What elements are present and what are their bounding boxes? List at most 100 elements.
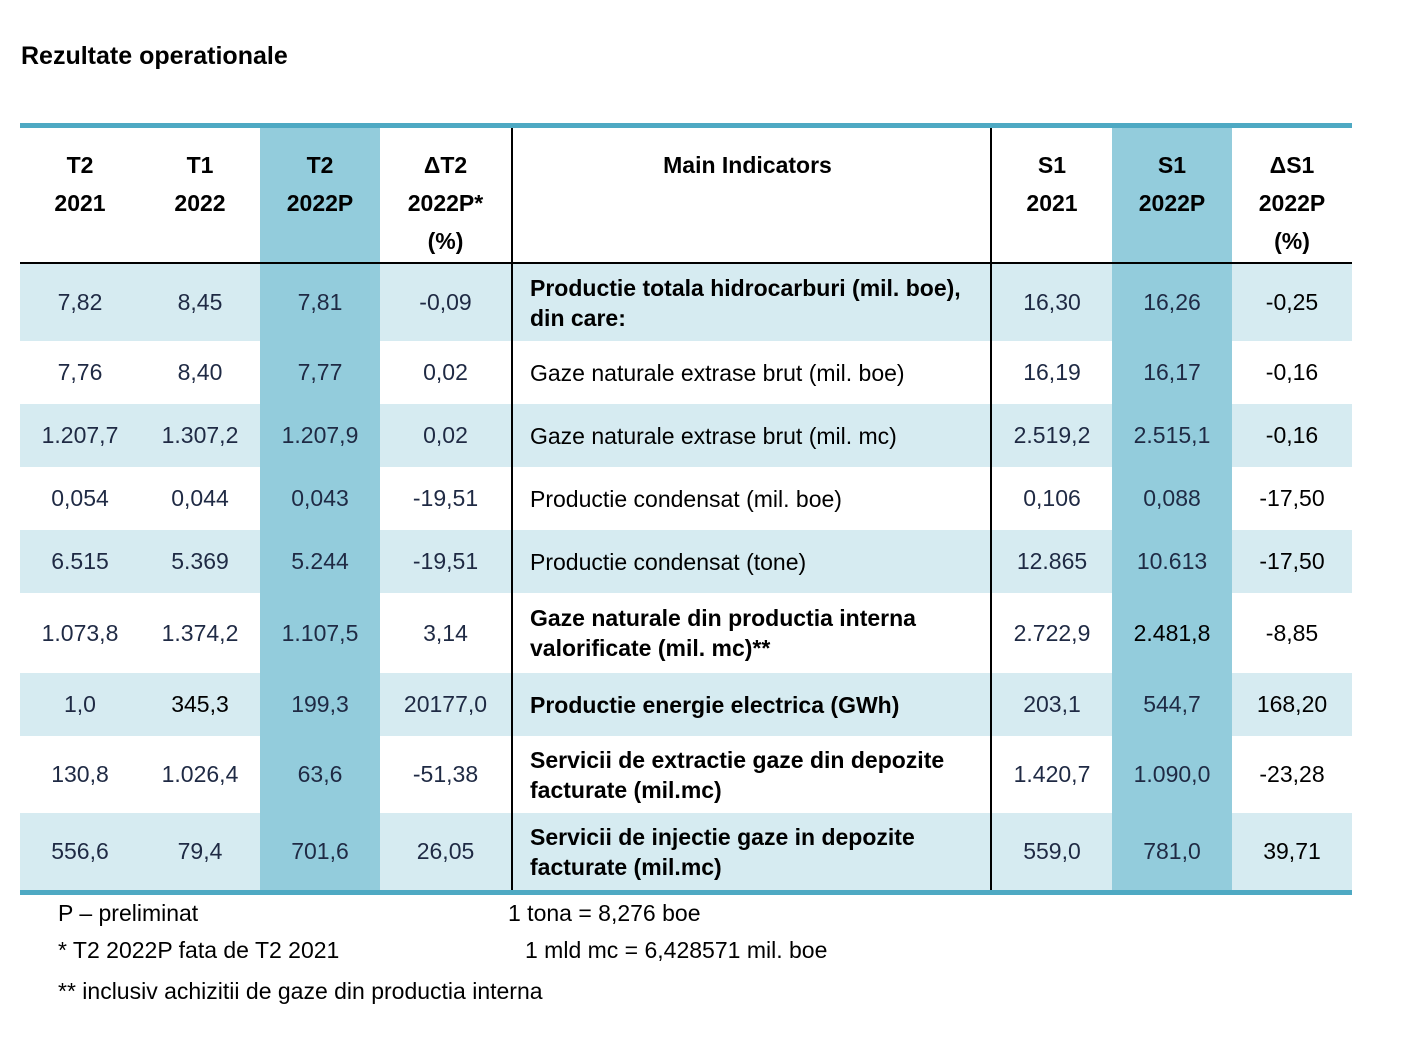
- cell-delta-t2: -19,51: [380, 467, 511, 530]
- cell-t1-2022: 79,4: [140, 813, 260, 890]
- table-row: 1.207,7 1.307,2 1.207,9 0,02 Gaze naturale e…: [20, 404, 1352, 467]
- cell-indicator: Gaze naturale extrase brut (mil. boe): [511, 341, 992, 404]
- cell-delta-s1: -8,85: [1232, 593, 1352, 673]
- table-row: 1.073,8 1.374,2 1.107,5 3,14 Gaze naturale d…: [20, 593, 1352, 673]
- cell-delta-s1: -23,28: [1232, 736, 1352, 813]
- cell-t2-2021: 0,054: [20, 467, 140, 530]
- table-row: 130,8 1.026,4 63,6 -51,38 Servicii de extrac…: [20, 736, 1352, 813]
- cell-t2-2021: 1,0: [20, 673, 140, 736]
- cell-s1-2022p: 544,7: [1112, 673, 1232, 736]
- header-t2-2022p: T2 2022P: [260, 128, 380, 262]
- cell-delta-s1: -0,16: [1232, 404, 1352, 467]
- cell-t1-2022: 8,45: [140, 264, 260, 341]
- table-row: 7,76 8,40 7,77 0,02 Gaze naturale extrase br…: [20, 341, 1352, 404]
- cell-s1-2022p: 2.481,8: [1112, 593, 1232, 673]
- cell-delta-t2: 3,14: [380, 593, 511, 673]
- cell-delta-t2: 26,05: [380, 813, 511, 890]
- header-main-indicators: Main Indicators: [511, 128, 992, 262]
- cell-indicator: Servicii de extractie gaze din depozite …: [511, 736, 992, 813]
- cell-t2-2022p: 199,3: [260, 673, 380, 736]
- cell-t2-2022p: 63,6: [260, 736, 380, 813]
- operational-results-table: T2 2021 T1 2022 T2 2022P ΔT2 2022P* (%) Main …: [20, 123, 1352, 895]
- cell-s1-2021: 0,106: [992, 467, 1112, 530]
- cell-t1-2022: 345,3: [140, 673, 260, 736]
- cell-t2-2022p: 701,6: [260, 813, 380, 890]
- cell-delta-s1: 168,20: [1232, 673, 1352, 736]
- cell-s1-2022p: 16,26: [1112, 264, 1232, 341]
- cell-delta-s1: -0,25: [1232, 264, 1352, 341]
- cell-t1-2022: 1.307,2: [140, 404, 260, 467]
- cell-t2-2022p: 0,043: [260, 467, 380, 530]
- cell-indicator: Gaze naturale din productia interna valo…: [511, 593, 992, 673]
- cell-s1-2021: 2.722,9: [992, 593, 1112, 673]
- note-tona-conversion: 1 tona = 8,276 boe: [508, 900, 701, 926]
- table-row: 7,82 8,45 7,81 -0,09 Productie totala hidroc…: [20, 264, 1352, 341]
- cell-s1-2021: 12.865: [992, 530, 1112, 593]
- table-bottom-border: [20, 890, 1352, 895]
- header-delta-s1: ΔS1 2022P (%): [1232, 128, 1352, 262]
- cell-indicator: Gaze naturale extrase brut (mil. mc): [511, 404, 992, 467]
- header-s1-2022p: S1 2022P: [1112, 128, 1232, 262]
- cell-indicator: Productie condensat (mil. boe): [511, 467, 992, 530]
- cell-t1-2022: 1.026,4: [140, 736, 260, 813]
- cell-t2-2021: 1.073,8: [20, 593, 140, 673]
- cell-s1-2021: 1.420,7: [992, 736, 1112, 813]
- cell-s1-2021: 2.519,2: [992, 404, 1112, 467]
- cell-t2-2021: 7,82: [20, 264, 140, 341]
- cell-t2-2021: 130,8: [20, 736, 140, 813]
- table-top-border: [20, 123, 1352, 128]
- cell-indicator: Productie energie electrica (GWh): [511, 673, 992, 736]
- cell-t1-2022: 8,40: [140, 341, 260, 404]
- cell-s1-2022p: 10.613: [1112, 530, 1232, 593]
- table-row: 556,6 79,4 701,6 26,05 Servicii de injectie …: [20, 813, 1352, 890]
- cell-indicator: Productie totala hidrocarburi (mil. boe)…: [511, 264, 992, 341]
- note-preliminary: P – preliminat: [58, 900, 199, 926]
- cell-t2-2022p: 5.244: [260, 530, 380, 593]
- header-t2-2021: T2 2021: [20, 128, 140, 262]
- cell-t2-2022p: 1.107,5: [260, 593, 380, 673]
- note-domestic-purchases: ** inclusiv achizitii de gaze din produc…: [58, 978, 543, 1004]
- cell-t2-2021: 7,76: [20, 341, 140, 404]
- header-separator: [20, 262, 1352, 264]
- table-row: 1,0 345,3 199,3 20177,0 Productie energie el…: [20, 673, 1352, 736]
- note-mld-mc-conversion: 1 mld mc = 6,428571 mil. boe: [525, 937, 828, 963]
- cell-delta-t2: 0,02: [380, 341, 511, 404]
- cell-t2-2022p: 1.207,9: [260, 404, 380, 467]
- cell-t1-2022: 5.369: [140, 530, 260, 593]
- cell-delta-t2: -19,51: [380, 530, 511, 593]
- cell-t2-2021: 556,6: [20, 813, 140, 890]
- table-row: 6.515 5.369 5.244 -19,51 Productie condensat…: [20, 530, 1352, 593]
- cell-s1-2022p: 781,0: [1112, 813, 1232, 890]
- table-header-row: T2 2021 T1 2022 T2 2022P ΔT2 2022P* (%) Main …: [20, 128, 1352, 262]
- cell-delta-t2: 20177,0: [380, 673, 511, 736]
- cell-s1-2021: 559,0: [992, 813, 1112, 890]
- table-row: 0,054 0,044 0,043 -19,51 Productie condensat…: [20, 467, 1352, 530]
- cell-s1-2021: 203,1: [992, 673, 1112, 736]
- cell-delta-t2: -0,09: [380, 264, 511, 341]
- cell-t2-2021: 6.515: [20, 530, 140, 593]
- cell-indicator: Productie condensat (tone): [511, 530, 992, 593]
- cell-s1-2022p: 16,17: [1112, 341, 1232, 404]
- cell-t1-2022: 1.374,2: [140, 593, 260, 673]
- cell-t1-2022: 0,044: [140, 467, 260, 530]
- note-t2-comparison: * T2 2022P fata de T2 2021: [58, 937, 340, 963]
- cell-s1-2022p: 0,088: [1112, 467, 1232, 530]
- cell-delta-t2: -51,38: [380, 736, 511, 813]
- header-t1-2022: T1 2022: [140, 128, 260, 262]
- cell-t2-2022p: 7,77: [260, 341, 380, 404]
- cell-delta-s1: -17,50: [1232, 467, 1352, 530]
- table-body: 7,82 8,45 7,81 -0,09 Productie totala hidroc…: [20, 264, 1352, 890]
- cell-t2-2022p: 7,81: [260, 264, 380, 341]
- cell-s1-2022p: 1.090,0: [1112, 736, 1232, 813]
- cell-s1-2021: 16,30: [992, 264, 1112, 341]
- cell-s1-2022p: 2.515,1: [1112, 404, 1232, 467]
- cell-indicator: Servicii de injectie gaze in depozite fa…: [511, 813, 992, 890]
- cell-delta-s1: 39,71: [1232, 813, 1352, 890]
- cell-delta-t2: 0,02: [380, 404, 511, 467]
- page-title: Rezultate operationale: [21, 42, 288, 70]
- cell-t2-2021: 1.207,7: [20, 404, 140, 467]
- cell-delta-s1: -17,50: [1232, 530, 1352, 593]
- header-s1-2021: S1 2021: [992, 128, 1112, 262]
- header-delta-t2: ΔT2 2022P* (%): [380, 128, 511, 262]
- cell-delta-s1: -0,16: [1232, 341, 1352, 404]
